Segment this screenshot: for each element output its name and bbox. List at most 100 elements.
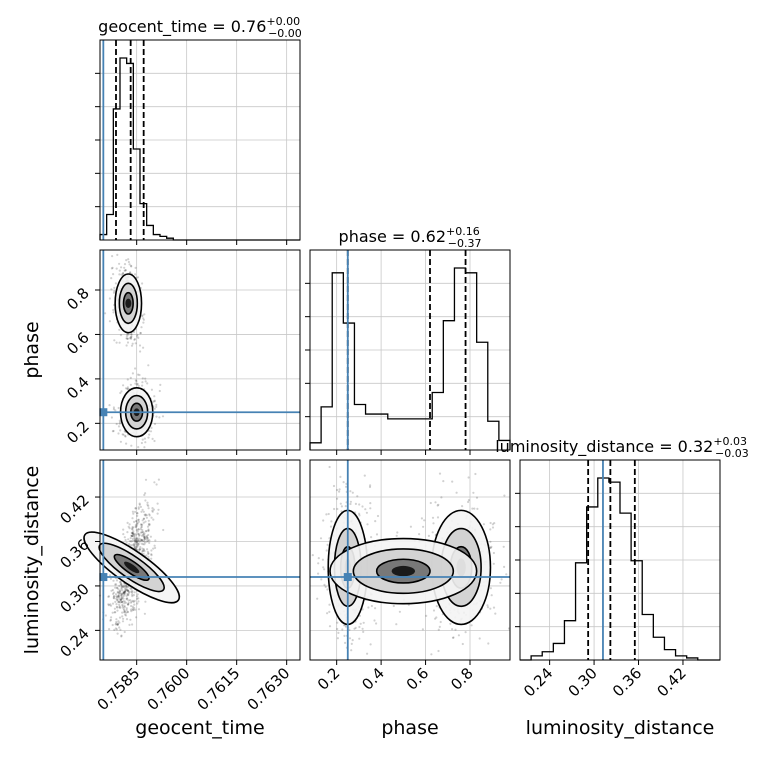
title-lower-error: −0.37 [448,237,482,250]
contour-2 [122,291,134,315]
sample-point [339,475,342,478]
panel-title-phase: phase = 0.62+0.16 −0.37 [339,225,482,250]
sample-point [354,502,357,505]
sample-point [141,377,144,380]
contour-1 [352,548,455,595]
sample-point [141,314,144,317]
sample-point [116,599,119,602]
sample-point [122,585,125,588]
sample-point [143,612,146,615]
sample-point [136,542,139,545]
sample-point [119,391,122,395]
sample-point [104,614,107,617]
sample-point [126,337,129,340]
sample-point [113,286,116,289]
sample-point [128,523,131,526]
sample-point [136,595,139,598]
sample-point [127,525,130,528]
sample-point [124,590,127,593]
sample-point [345,485,348,488]
sample-point [128,337,131,340]
sample-point [125,594,128,598]
sample-point [147,524,151,527]
sample-point [118,584,121,588]
sample-point [145,554,148,557]
sample-point [135,520,138,523]
sample-point [131,539,134,542]
sample-point [118,590,121,593]
sample-point [125,607,128,610]
sample-point [159,383,162,386]
sample-point [132,526,135,529]
sample-point [135,380,138,383]
sample-point [123,610,126,613]
sample-point [492,551,495,555]
sample-point [494,612,497,615]
sample-point [130,531,133,535]
sample-point [108,404,111,407]
sample-point [147,364,150,367]
sample-point [141,547,144,550]
sample-point [150,388,153,391]
sample-point [134,546,137,549]
sample-point [153,481,156,484]
sample-point [136,539,139,542]
sample-point [135,537,138,540]
sample-point [128,590,131,594]
sample-point [157,508,160,511]
sample-point [144,441,147,444]
sample-point [492,562,495,565]
sample-point [142,533,145,536]
sample-point [369,502,372,505]
sample-point [123,606,126,609]
title-upper-error: +0.00 [266,15,300,28]
sample-point [126,378,129,381]
y-tick-label: 0.4 [63,373,93,403]
sample-point [353,627,356,630]
sample-point [457,634,460,637]
sample-point [112,311,115,314]
sample-point [113,597,116,600]
sample-point [147,538,150,542]
sample-point [150,549,153,552]
sample-point [129,608,133,611]
sample-point [127,601,130,605]
sample-point [135,529,138,532]
sample-point [115,583,118,586]
sample-point [122,592,125,595]
sample-point [142,510,145,513]
sample-point [148,539,151,542]
sample-point [359,622,362,625]
sample-point [336,637,339,640]
contour-0 [114,273,143,334]
sample-point [115,341,118,344]
sample-point [129,376,132,379]
sample-point [145,535,148,539]
sample-point [121,611,124,614]
sample-point [147,529,150,533]
sample-point [362,621,365,624]
sample-point [123,594,126,597]
sample-point [109,618,112,622]
sample-point [130,600,133,603]
sample-point [110,616,113,619]
sample-point [156,512,159,515]
sample-point [130,332,133,336]
sample-point [107,595,110,598]
sample-point [151,507,154,510]
sample-point [142,517,145,520]
sample-point [118,597,121,600]
sample-point [124,601,128,604]
sample-point [137,542,140,546]
sample-point [348,628,351,632]
sample-point [328,625,332,628]
sample-point [134,547,138,550]
sample-point [349,502,352,506]
sample-point [319,537,323,540]
sample-point [125,584,128,587]
sample-point [436,516,440,519]
sample-point [137,528,140,531]
sample-point [120,583,123,587]
sample-point [123,536,126,539]
sample-point [141,381,144,384]
